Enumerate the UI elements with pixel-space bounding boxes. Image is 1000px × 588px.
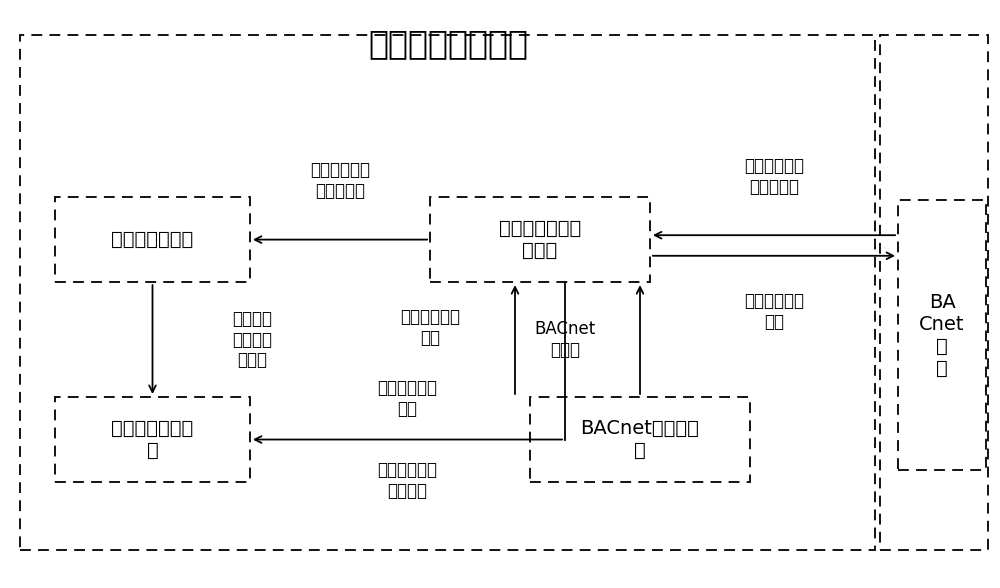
Text: 空调负荷预测模
块: 空调负荷预测模 块 — [111, 419, 194, 460]
Text: 空调负荷预测系统: 空调负荷预测系统 — [368, 28, 528, 61]
Text: 空调负荷预测
结果: 空调负荷预测 结果 — [400, 309, 460, 347]
Text: 空调负荷预测
结果: 空调负荷预测 结果 — [744, 292, 804, 331]
Text: 空调负荷预测通
信模块: 空调负荷预测通 信模块 — [499, 219, 581, 260]
Bar — [20, 35, 875, 550]
Text: 实时采集的空
调运行数据: 实时采集的空 调运行数据 — [744, 157, 804, 196]
Bar — [880, 35, 988, 550]
Bar — [430, 197, 650, 282]
Text: 调用空调负荷
预测模块: 调用空调负荷 预测模块 — [378, 462, 438, 500]
Text: BACnet
对象化: BACnet 对象化 — [534, 320, 596, 359]
Text: 预处理后
的空调运
行数据: 预处理后 的空调运 行数据 — [232, 310, 272, 369]
Text: 空调负荷预测
结果: 空调负荷预测 结果 — [378, 379, 438, 417]
Bar — [55, 397, 250, 482]
Bar — [898, 200, 986, 470]
Text: 数据预处理模块: 数据预处理模块 — [111, 230, 194, 249]
Text: 实时采集的空
调运行数据: 实时采集的空 调运行数据 — [310, 162, 370, 200]
Text: BACnet对象化模
块: BACnet对象化模 块 — [581, 419, 699, 460]
Text: BA
Cnet
对
象: BA Cnet 对 象 — [919, 293, 965, 377]
Bar — [55, 197, 250, 282]
Bar — [530, 397, 750, 482]
